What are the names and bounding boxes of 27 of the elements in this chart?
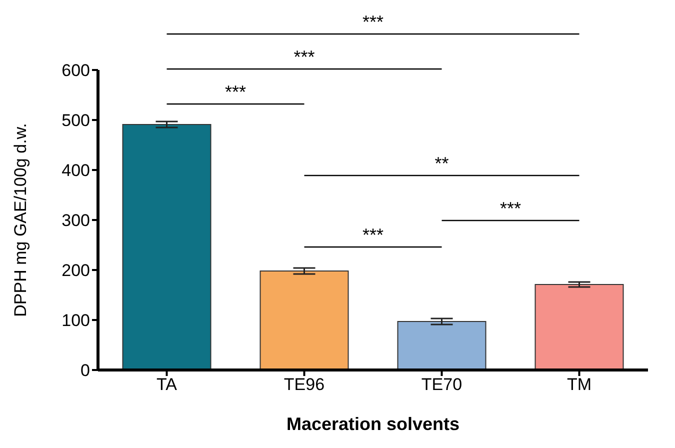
x-tick-label: TE96 (284, 375, 325, 394)
y-tick-label: 100 (62, 311, 90, 330)
significance-bracket: *** (442, 198, 580, 222)
bar (260, 270, 349, 370)
annotation: *** (224, 82, 246, 102)
significance-bracket: *** (166, 12, 580, 35)
significance-bracket: *** (304, 225, 442, 248)
y-tick-label: 300 (62, 211, 90, 230)
bar (534, 284, 624, 370)
annotation: ** (434, 154, 449, 174)
x-axis-title: Maceration solvents (286, 414, 460, 434)
y-tick-label: 200 (62, 261, 90, 280)
x-tick-label: TA (156, 375, 178, 394)
significance-bracket: *** (166, 82, 304, 105)
bar (397, 321, 486, 370)
y-tick-label: 500 (62, 111, 90, 130)
y-tick-label: 600 (62, 61, 90, 80)
bar (122, 124, 212, 370)
annotation: *** (362, 225, 384, 245)
y-axis-title: DPPH mg GAE/100g d.w. (11, 123, 30, 317)
annotation: *** (500, 198, 522, 218)
significance-bracket: ** (304, 154, 580, 176)
y-tick-label: 400 (62, 161, 90, 180)
y-tick-label: 0 (80, 361, 90, 380)
x-tick-label: TE70 (421, 375, 462, 394)
significance-bracket: *** (166, 47, 442, 70)
x-tick-label: TM (566, 375, 592, 394)
